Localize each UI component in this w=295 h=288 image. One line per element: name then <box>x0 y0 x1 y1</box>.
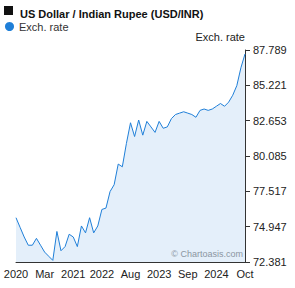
svg-text:Mar: Mar <box>35 268 54 280</box>
svg-text:2021: 2021 <box>61 268 85 280</box>
svg-text:Exch. rate: Exch. rate <box>19 21 69 33</box>
svg-text:74.947: 74.947 <box>253 221 287 233</box>
svg-text:85.221: 85.221 <box>253 79 287 91</box>
svg-text:77.517: 77.517 <box>253 185 287 197</box>
svg-text:Oct: Oct <box>236 268 253 280</box>
svg-text:Exch. rate: Exch. rate <box>195 31 245 43</box>
svg-text:US Dollar / Indian Rupee (USD/: US Dollar / Indian Rupee (USD/INR) <box>20 8 204 20</box>
svg-text:80.085: 80.085 <box>253 150 287 162</box>
svg-text:Aug: Aug <box>121 268 141 280</box>
svg-text:82.653: 82.653 <box>253 115 287 127</box>
svg-text:87.789: 87.789 <box>253 44 287 56</box>
svg-text:72.381: 72.381 <box>253 256 287 268</box>
svg-text:2024: 2024 <box>204 268 228 280</box>
svg-text:2023: 2023 <box>147 268 171 280</box>
svg-text:2020: 2020 <box>4 268 28 280</box>
svg-text:2022: 2022 <box>90 268 114 280</box>
svg-text:Sep: Sep <box>178 268 198 280</box>
